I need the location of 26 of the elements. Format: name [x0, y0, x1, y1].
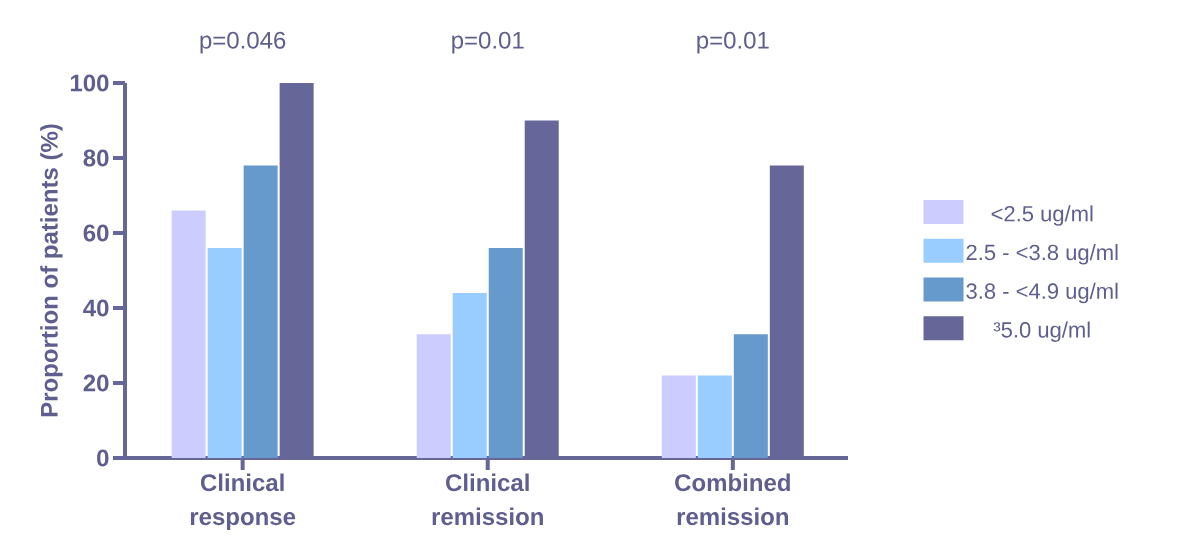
- legend-label: 2.5 - <3.8 ug/ml: [966, 244, 1118, 265]
- text: p=0.046: [200, 31, 286, 54]
- bar: [171, 210, 206, 458]
- bar: [243, 165, 278, 458]
- text: p=0.01: [452, 31, 524, 54]
- y-axis-title: Proportion of patients (%): [40, 124, 63, 417]
- bar: [207, 248, 242, 458]
- legend-label: <2.5 ug/ml: [991, 205, 1093, 226]
- y-tick-label: 20: [83, 374, 109, 392]
- y-tick-label: 60: [83, 224, 109, 242]
- x-tick-label: Clinical remission: [432, 473, 543, 526]
- legend-label: 3.8 - <4.9 ug/ml: [966, 282, 1118, 304]
- y-tick-label: 0: [97, 449, 109, 467]
- text: p=0.01: [697, 31, 769, 54]
- y-tick-label: 100: [70, 74, 109, 92]
- y-tick-label: 80: [83, 149, 109, 167]
- bar: [452, 293, 487, 458]
- y-tick-label: 40: [83, 299, 109, 317]
- x-tick-label: Combined remission: [675, 473, 790, 526]
- bar: [416, 334, 451, 458]
- bar: [661, 375, 696, 458]
- legend-label: ³5.0 ug/ml: [993, 321, 1090, 343]
- x-tick-label: Clinical response: [190, 473, 296, 530]
- bar: [733, 334, 768, 458]
- bar: [488, 248, 523, 458]
- bar: [697, 375, 732, 458]
